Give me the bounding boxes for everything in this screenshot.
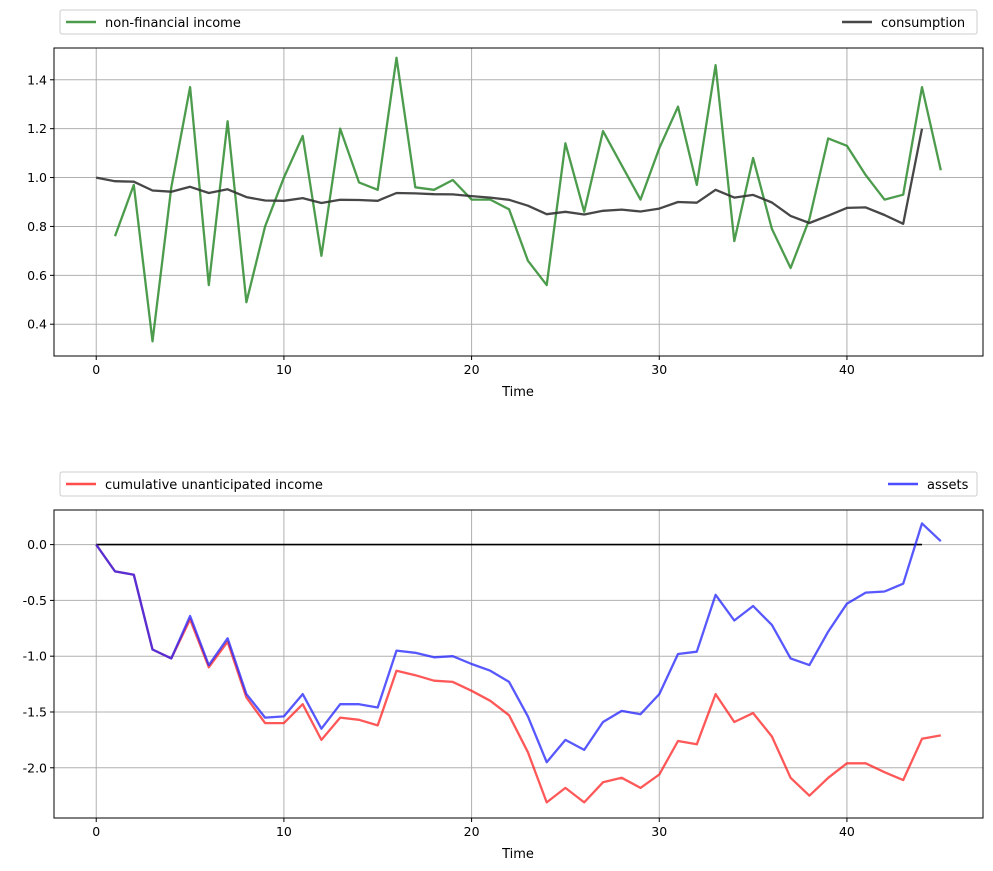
y-tick-label: 1.2 [27, 121, 47, 136]
legend-box [59, 9, 978, 35]
x-tick-label: 40 [839, 362, 855, 377]
x-tick-label: 40 [839, 824, 855, 839]
legend-box [59, 471, 978, 497]
x-tick-label: 30 [651, 824, 667, 839]
y-tick-label: 0.4 [27, 317, 47, 332]
x-tick-label: 20 [464, 824, 480, 839]
x-tick-label: 0 [92, 824, 100, 839]
y-tick-label: 0.8 [27, 219, 47, 234]
ticks-bottom: 0 10 20 30 40 -2.0 -1.5 -1.0 -0.5 0.0 [23, 537, 855, 839]
plot-frame-bottom [53, 509, 984, 819]
series-line-consumption [95, 128, 924, 225]
chart-bottom: cumulative unanticipated income assets 0… [23, 471, 984, 862]
x-tick-label: 10 [276, 824, 292, 839]
y-tick-label: -1.5 [23, 704, 47, 719]
x-tick-label: 30 [651, 362, 667, 377]
y-tick-label: -2.0 [23, 760, 47, 775]
series-line-assets [95, 522, 942, 764]
x-tick-label: 0 [92, 362, 100, 377]
legend-label-non-financial-income: non-financial income [105, 16, 241, 31]
chart-top: non-financial income consumption 0 10 20 30… [27, 9, 984, 400]
ticks-top: 0 10 20 30 40 0.4 0.6 0.8 1.0 1.2 1.4 [27, 72, 855, 377]
y-tick-label: -0.5 [23, 593, 47, 608]
x-axis-title-bottom: Time [501, 847, 534, 862]
y-tick-label: 0.0 [27, 537, 47, 552]
series-group-bottom [95, 522, 942, 804]
series-line-non-financial-income [113, 56, 942, 343]
y-tick-label: -1.0 [23, 649, 47, 664]
series-line-cumulative-unanticipated-income [95, 543, 942, 804]
x-tick-label: 20 [464, 362, 480, 377]
y-tick-label: 1.4 [27, 72, 47, 87]
series-group-top [95, 56, 942, 343]
legend-label-cumulative-unanticipated-income: cumulative unanticipated income [105, 478, 323, 493]
x-tick-label: 10 [276, 362, 292, 377]
x-axis-title-top: Time [501, 385, 534, 400]
grid-bottom [54, 510, 983, 818]
legend-label-assets: assets [927, 478, 969, 493]
y-tick-label: 1.0 [27, 170, 47, 185]
y-tick-label: 0.6 [27, 268, 47, 283]
legend-label-consumption: consumption [881, 16, 965, 31]
plot-frame-top [53, 47, 984, 357]
